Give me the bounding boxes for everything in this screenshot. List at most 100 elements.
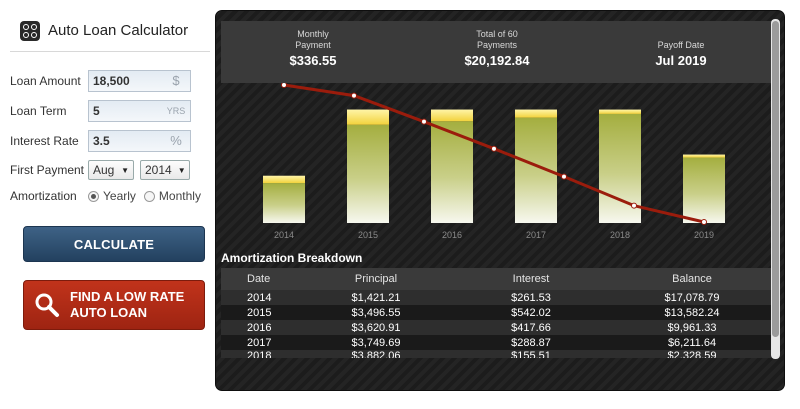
- loan-amount-label: Loan Amount: [10, 74, 81, 88]
- balance-point-4: [561, 173, 567, 180]
- interest-rate-label: Interest Rate: [10, 134, 79, 148]
- monthly-payment-stat: Monthly Payment $336.55: [221, 21, 405, 83]
- first-payment-row: First Payment Aug ▼ 2014 ▼: [10, 160, 196, 180]
- table-row: 2018 $3,882.06 $155.51 $2,328.59: [221, 350, 773, 358]
- calculate-button[interactable]: CALCULATE: [23, 226, 205, 262]
- x-tick-label-2018: 2018: [610, 230, 630, 240]
- find-low-rate-auto-loan-button[interactable]: FIND A LOW RATE AUTO LOAN: [23, 280, 205, 330]
- x-tick-label-2014: 2014: [274, 230, 294, 240]
- cell-interest: $261.53: [511, 291, 551, 304]
- cell-balance: $2,328.59: [667, 350, 717, 358]
- monthly-payment-label1: Monthly: [297, 29, 329, 39]
- cell-principal: $3,496.55: [351, 306, 401, 319]
- balance-point-3: [491, 145, 497, 152]
- monthly-payment-value: $336.55: [289, 53, 337, 68]
- payoff-date-stat: Payoff Date Jul 2019: [589, 21, 773, 83]
- results-panel: Monthly Payment $336.55 Total of 60 Paym…: [215, 10, 785, 391]
- yearly-radio[interactable]: Yearly: [88, 189, 136, 203]
- cell-principal: $3,620.91: [351, 321, 401, 334]
- balance-point-0: [281, 83, 287, 88]
- x-tick-label-2015: 2015: [358, 230, 378, 240]
- year-select[interactable]: 2014 ▼: [140, 160, 190, 180]
- total-payments-label1: Total of 60: [476, 29, 518, 39]
- loan-term-input[interactable]: [89, 101, 159, 121]
- table-row: 2014 $1,421.21 $261.53 $17,078.79: [221, 290, 773, 305]
- cell-date: 2016: [247, 321, 272, 334]
- payoff-date-label: Payoff Date: [657, 40, 705, 50]
- cell-date: 2014: [247, 291, 272, 304]
- header-date: Date: [247, 273, 271, 285]
- cell-date: 2017: [247, 336, 272, 349]
- percent-unit: %: [170, 133, 182, 148]
- scrollbar-thumb[interactable]: [772, 21, 779, 337]
- balance-point-6: [701, 219, 707, 225]
- year-select-value: 2014: [145, 163, 172, 177]
- total-payments-value: $20,192.84: [464, 53, 530, 68]
- monthly-payment-label2: Payment: [295, 40, 331, 50]
- years-unit: YRS: [166, 106, 186, 116]
- cell-interest: $542.02: [511, 306, 551, 319]
- interest-bar-2019: [683, 154, 725, 158]
- cell-interest: $288.87: [511, 336, 551, 349]
- monthly-radio-label: Monthly: [158, 189, 201, 203]
- interest-bar-2015: [347, 109, 389, 125]
- amortization-chart: 2014 2015 2016 2017 2018 2019: [263, 83, 725, 240]
- radio-unselected-icon[interactable]: [143, 190, 155, 202]
- table-row: 2017 $3,749.69 $288.87 $6,211.64: [221, 335, 773, 350]
- header-interest: Interest: [512, 273, 550, 285]
- cell-balance: $13,582.24: [664, 306, 720, 319]
- payoff-spacer: [589, 29, 773, 40]
- loan-amount-field[interactable]: $: [88, 70, 191, 92]
- summary-bar: Monthly Payment $336.55 Total of 60 Paym…: [221, 21, 773, 83]
- month-select-value: Aug: [93, 163, 115, 177]
- amortization-row: Amortization Yearly Monthly: [10, 189, 209, 203]
- cell-date: 2018: [247, 350, 272, 358]
- x-tick-label-2019: 2019: [694, 230, 714, 240]
- magnifier-icon: [34, 292, 60, 318]
- loan-amount-row: Loan Amount $: [10, 70, 191, 92]
- total-payments-label2: Payments: [476, 40, 518, 50]
- app-title: Auto Loan Calculator: [48, 22, 189, 39]
- payoff-date-value: Jul 2019: [655, 53, 707, 68]
- principal-bar-2019: [683, 157, 725, 223]
- cell-balance: $17,078.79: [664, 291, 720, 304]
- month-select[interactable]: Aug ▼: [88, 160, 134, 180]
- find-loan-line1: FIND A LOW RATE: [70, 289, 185, 304]
- loan-amount-input[interactable]: [89, 71, 159, 91]
- table-header: Date Principal Interest Balance: [221, 268, 773, 290]
- monthly-radio[interactable]: Monthly: [143, 189, 201, 203]
- first-payment-label: First Payment: [10, 163, 85, 177]
- amortization-table: Date Principal Interest Balance 2014 $1,…: [221, 268, 773, 358]
- loan-term-label: Loan Term: [10, 104, 67, 118]
- principal-bar-2014: [263, 183, 305, 223]
- principal-bar-2015: [347, 124, 389, 223]
- interest-rate-row: Interest Rate %: [10, 130, 191, 152]
- dollar-unit: $: [172, 73, 180, 88]
- chevron-down-icon: ▼: [121, 165, 129, 175]
- cell-balance: $9,961.33: [667, 321, 717, 334]
- cell-principal: $3,749.69: [351, 336, 401, 349]
- header-principal: Principal: [354, 273, 398, 285]
- amortization-label: Amortization: [10, 189, 77, 203]
- total-payments-stat: Total of 60 Payments $20,192.84: [405, 21, 589, 83]
- table-row: 2015 $3,496.55 $542.02 $13,582.24: [221, 305, 773, 320]
- loan-term-field[interactable]: YRS: [88, 100, 191, 122]
- header-balance: Balance: [672, 273, 712, 285]
- radio-selected-icon[interactable]: [88, 190, 99, 202]
- interest-bar-2016: [431, 109, 473, 122]
- results-scrollbar[interactable]: [771, 19, 780, 359]
- cell-balance: $6,211.64: [667, 336, 717, 349]
- cell-interest: $417.66: [511, 321, 551, 334]
- interest-rate-field[interactable]: %: [88, 130, 191, 152]
- balance-point-2: [421, 118, 427, 125]
- interest-rate-input[interactable]: [89, 131, 159, 151]
- find-loan-text: FIND A LOW RATE AUTO LOAN: [70, 289, 184, 321]
- interest-bar-2018: [599, 109, 641, 114]
- yearly-radio-label: Yearly: [103, 189, 136, 203]
- balance-point-1: [351, 92, 357, 99]
- principal-bar-2016: [431, 121, 473, 223]
- interest-bar-2014: [263, 175, 305, 184]
- x-tick-label-2017: 2017: [526, 230, 546, 240]
- x-tick-label-2016: 2016: [442, 230, 462, 240]
- calculator-logo-icon: [20, 20, 40, 41]
